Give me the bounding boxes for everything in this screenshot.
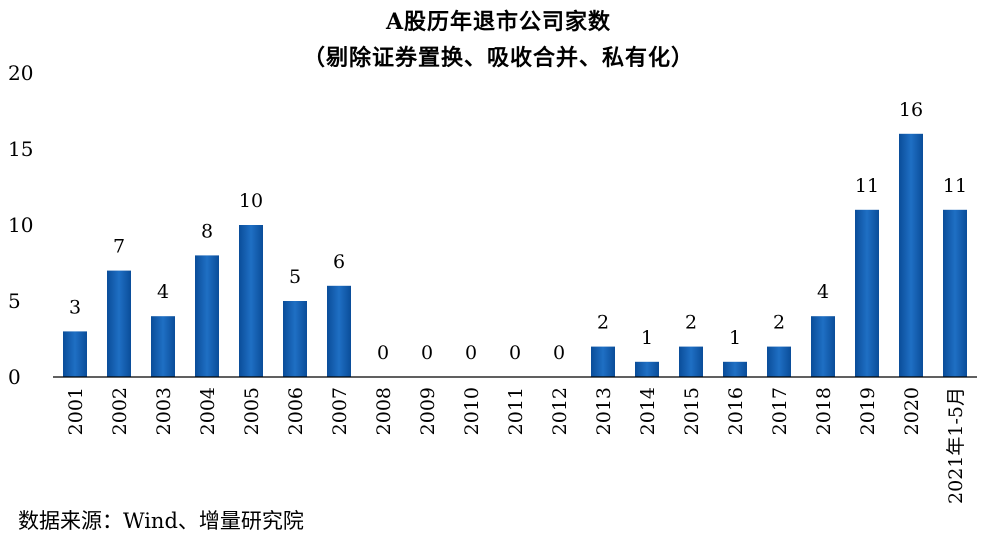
data-label: 2 — [597, 312, 609, 334]
data-label: 10 — [239, 190, 263, 212]
chart-subtitle: （剔除证券置换、吸收合并、私有化） — [302, 45, 694, 71]
x-tick-label: 2017 — [769, 387, 791, 435]
bar — [767, 346, 791, 377]
x-tick-label: 2016 — [725, 387, 747, 435]
data-label: 2 — [773, 312, 785, 334]
bar — [327, 285, 351, 377]
bar — [899, 133, 923, 377]
data-label: 4 — [817, 281, 829, 303]
data-label: 4 — [157, 281, 169, 303]
x-tick-label: 2014 — [637, 387, 659, 435]
data-label: 1 — [729, 327, 741, 349]
bar — [151, 316, 175, 377]
x-tick-label: 2010 — [461, 387, 483, 435]
y-tick-label: 5 — [8, 289, 21, 313]
data-label: 0 — [465, 342, 477, 364]
x-tick-label: 2008 — [373, 387, 395, 435]
x-tick-label: 2001 — [65, 387, 87, 435]
x-tick-label: 2012 — [549, 387, 571, 435]
x-tick-label: 2021年1-5月 — [945, 387, 967, 504]
data-label: 1 — [641, 327, 653, 349]
data-label: 0 — [421, 342, 433, 364]
data-label: 3 — [69, 296, 81, 318]
bar — [635, 361, 659, 377]
data-label: 6 — [333, 251, 345, 273]
y-tick-label: 0 — [8, 365, 21, 389]
data-label: 2 — [685, 312, 697, 334]
bar — [239, 225, 263, 377]
data-label: 11 — [855, 175, 879, 197]
bar — [679, 346, 703, 377]
chart-title: A股历年退市公司家数 — [385, 9, 612, 35]
data-label: 16 — [899, 99, 923, 121]
data-label: 0 — [553, 342, 565, 364]
x-tick-label: 2018 — [813, 387, 835, 435]
data-label: 5 — [289, 266, 301, 288]
data-label: 0 — [377, 342, 389, 364]
x-tick-label: 2002 — [109, 387, 131, 435]
x-tick-label: 2004 — [197, 387, 219, 435]
bar — [943, 209, 967, 377]
y-tick-label: 15 — [8, 137, 33, 161]
data-label: 11 — [943, 175, 967, 197]
data-label: 8 — [201, 220, 213, 242]
x-tick-label: 2011 — [505, 387, 527, 435]
data-label: 7 — [113, 236, 125, 258]
x-tick-label: 2015 — [681, 387, 703, 435]
bar — [283, 301, 307, 377]
bar — [107, 270, 131, 377]
data-label: 0 — [509, 342, 521, 364]
y-tick-label: 20 — [8, 61, 33, 85]
x-tick-label: 2009 — [417, 387, 439, 435]
data-source: 数据来源：Wind、增量研究院 — [18, 509, 304, 533]
x-tick-label: 2003 — [153, 387, 175, 435]
bar — [811, 316, 835, 377]
x-tick-label: 2020 — [901, 387, 923, 435]
bar — [63, 331, 87, 377]
x-tick-label: 2013 — [593, 387, 615, 435]
x-tick-label: 2019 — [857, 387, 879, 435]
y-tick-label: 10 — [8, 213, 33, 237]
x-tick-label: 2007 — [329, 387, 351, 435]
bar — [723, 361, 747, 377]
x-tick-label: 2006 — [285, 387, 307, 435]
bar — [591, 346, 615, 377]
x-tick-label: 2005 — [241, 387, 263, 435]
bar — [195, 255, 219, 377]
bar — [855, 209, 879, 377]
